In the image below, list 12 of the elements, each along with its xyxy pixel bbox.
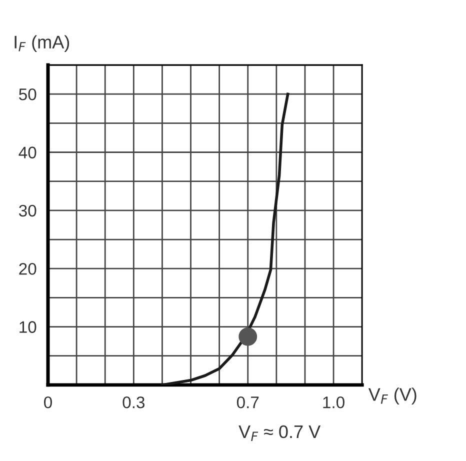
text: V$_{F}$ ≈ 0.7 V bbox=[238, 425, 321, 441]
y-tick-label: 20 bbox=[19, 262, 36, 275]
x-axis-title: V$_{F}$ (V) bbox=[368, 388, 416, 404]
y-tick-label: 30 bbox=[18, 204, 36, 217]
x-tick-label: 0.3 bbox=[122, 396, 145, 408]
x-tick-label: 0 bbox=[44, 396, 52, 408]
y-axis-title: I$_{F}$ (mA) bbox=[14, 35, 70, 52]
y-tick-label: 10 bbox=[20, 321, 36, 333]
y-tick-label: 40 bbox=[18, 146, 36, 158]
x-tick-label: 1.0 bbox=[323, 396, 344, 408]
y-tick-label: 50 bbox=[19, 88, 36, 100]
x-tick-label: 0.7 bbox=[236, 396, 259, 408]
